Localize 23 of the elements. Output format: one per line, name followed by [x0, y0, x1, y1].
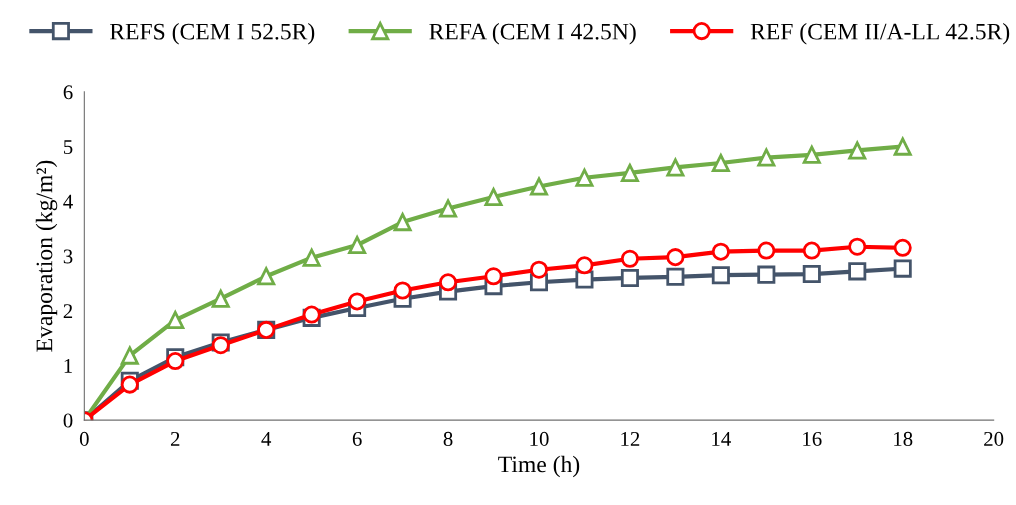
y-tick-label: 3 [63, 249, 73, 264]
legend-label: REFS (CEM I 52.5R) [109, 22, 315, 45]
x-tick-label: 4 [261, 432, 272, 446]
x-tick-label: 8 [443, 431, 453, 446]
x-tick-label: 2 [170, 431, 180, 446]
y-tick-label: 6 [63, 85, 73, 100]
y-tick-label: 1 [64, 358, 72, 373]
x-tick-label: 10 [530, 431, 549, 446]
x-tick-label: 6 [352, 431, 362, 446]
y-tick-label: 2 [63, 304, 73, 318]
y-tick-label: 4 [63, 194, 73, 209]
x-tick-label: 16 [803, 431, 822, 446]
x-tick-label: 14 [712, 431, 731, 446]
x-tick-label: 0 [79, 431, 89, 446]
x-tick-label: 18 [894, 431, 913, 446]
x-tick-label: 12 [621, 431, 640, 446]
x-axis-title: Time (h) [498, 455, 580, 478]
legend-label: REFA (CEM I 42.5N) [429, 22, 636, 45]
y-tick-label: 5 [64, 140, 73, 155]
legend-label: REF (CEM II/A-LL 42.5R) [750, 22, 1010, 45]
y-tick-label: 0 [63, 413, 73, 428]
x-tick-label: 20 [984, 431, 1004, 446]
y-axis-title: Evaporation (kg/m²) [35, 160, 58, 352]
